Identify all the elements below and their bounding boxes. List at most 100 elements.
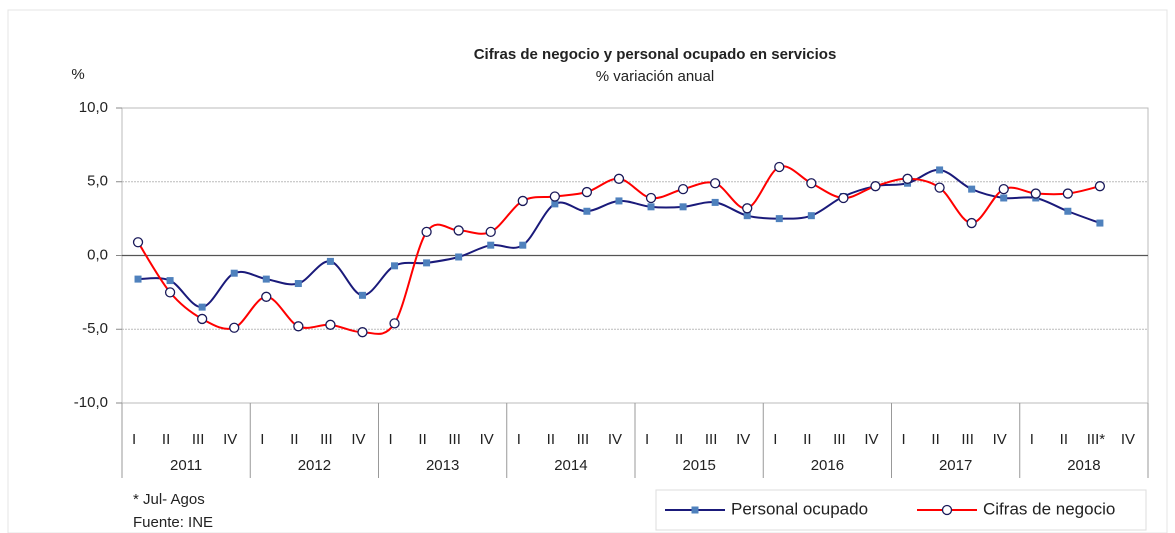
x-tick-label: II — [162, 431, 170, 448]
y-tick-label: 10,0 — [79, 99, 108, 116]
data-point — [1064, 207, 1072, 215]
data-point — [423, 259, 431, 267]
data-point — [519, 241, 527, 249]
data-point — [549, 191, 560, 202]
x-tick-label: II — [1060, 431, 1068, 448]
x-tick-label: IV — [864, 431, 878, 448]
year-label: 2011 — [170, 457, 202, 474]
data-point — [934, 182, 945, 193]
data-point — [838, 192, 849, 204]
data-point — [1096, 219, 1104, 227]
x-tick-label: I — [388, 431, 392, 448]
data-point — [166, 277, 174, 285]
legend-marker — [941, 504, 953, 516]
x-tick-label: III — [705, 431, 718, 448]
y-tick-label: -5,0 — [82, 320, 108, 337]
data-point — [391, 262, 399, 270]
data-point — [775, 215, 783, 223]
legend-marker — [691, 506, 699, 514]
data-point — [711, 198, 719, 206]
data-point — [198, 303, 206, 311]
data-point — [421, 226, 432, 238]
year-label: 2018 — [1067, 457, 1100, 474]
year-label: 2015 — [682, 457, 715, 474]
year-label: 2017 — [939, 457, 972, 474]
data-point — [936, 166, 944, 174]
chart-subtitle: % variación anual — [596, 68, 714, 85]
y-tick-label: -10,0 — [74, 394, 108, 411]
footnote: * Jul- Agos — [133, 491, 205, 508]
x-tick-label: I — [517, 431, 521, 448]
data-point — [164, 287, 176, 298]
x-tick-label: II — [547, 431, 555, 448]
legend-label: Cifras de negocio — [983, 499, 1115, 518]
x-tick-label: I — [260, 431, 264, 448]
x-tick-label: III — [577, 431, 590, 448]
year-label: 2012 — [298, 457, 331, 474]
x-tick-label: II — [418, 431, 426, 448]
data-point — [1094, 181, 1106, 192]
data-point — [230, 269, 238, 277]
x-tick-label: II — [931, 431, 939, 448]
data-point — [870, 181, 881, 192]
x-tick-label: III — [961, 431, 974, 448]
x-tick-label: I — [901, 431, 905, 448]
data-point — [455, 253, 463, 261]
data-point — [358, 291, 366, 299]
y-tick-label: 5,0 — [87, 173, 108, 190]
x-tick-label: IV — [993, 431, 1007, 448]
x-tick-label: III — [833, 431, 846, 448]
x-tick-label: III — [320, 431, 333, 448]
data-point — [645, 192, 657, 204]
data-point — [581, 186, 593, 198]
x-tick-label: I — [1030, 431, 1034, 448]
x-tick-label: I — [773, 431, 777, 448]
x-tick-label: III — [448, 431, 461, 448]
data-point — [293, 321, 304, 332]
data-point — [325, 319, 336, 330]
y-axis-label: % — [71, 66, 84, 83]
chart-title: Cifras de negocio y personal ocupado en … — [474, 46, 837, 63]
data-point — [485, 226, 496, 238]
data-point — [966, 217, 977, 229]
data-point — [1062, 188, 1073, 199]
data-point — [998, 183, 1009, 195]
x-tick-label: II — [803, 431, 811, 448]
data-point — [806, 178, 817, 189]
data-point — [743, 212, 751, 220]
x-tick-label: IV — [608, 431, 622, 448]
x-tick-label: III* — [1087, 431, 1106, 448]
year-label: 2016 — [811, 457, 844, 474]
data-point — [262, 275, 270, 283]
data-point — [613, 173, 625, 184]
x-tick-label: I — [645, 431, 649, 448]
data-point — [710, 178, 721, 189]
legend-box — [655, 489, 1147, 531]
data-point — [1030, 188, 1041, 199]
data-point — [774, 161, 785, 173]
data-point — [132, 237, 144, 248]
x-tick-label: II — [675, 431, 683, 448]
x-tick-label: IV — [351, 431, 365, 448]
data-point — [1000, 194, 1008, 202]
data-point — [487, 241, 495, 249]
x-tick-label: I — [132, 431, 136, 448]
data-point — [197, 313, 208, 325]
x-tick-label: IV — [480, 431, 494, 448]
data-point — [583, 207, 591, 215]
footnote: Fuente: INE — [133, 514, 213, 531]
data-point — [326, 257, 334, 265]
y-tick-label: 0,0 — [87, 246, 108, 263]
data-point — [517, 195, 528, 207]
data-point — [615, 197, 623, 205]
data-point — [902, 173, 913, 184]
data-point — [357, 327, 368, 338]
data-point — [647, 203, 655, 211]
data-point — [453, 225, 464, 236]
data-point — [261, 291, 272, 302]
x-tick-label: II — [290, 431, 298, 448]
data-point — [807, 212, 815, 220]
data-point — [677, 183, 689, 195]
x-tick-label: IV — [736, 431, 750, 448]
